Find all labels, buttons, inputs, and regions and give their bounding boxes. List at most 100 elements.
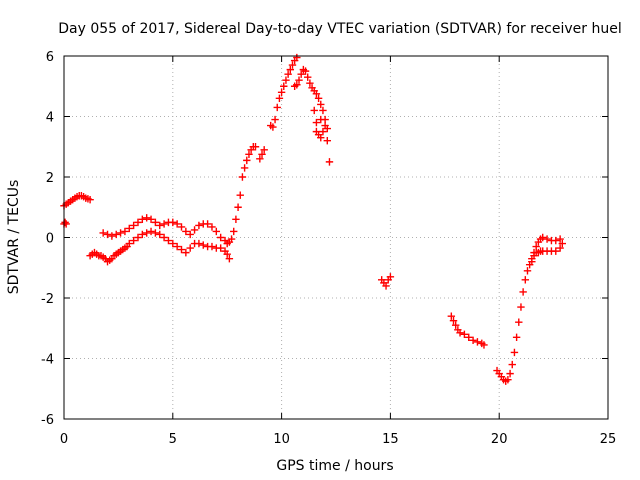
- y-tick-label: 0: [46, 232, 54, 247]
- grid-lines: [64, 56, 608, 419]
- data-point: [552, 247, 560, 255]
- data-point: [293, 81, 301, 89]
- data-point: [156, 221, 164, 230]
- y-tick-label: -2: [41, 292, 54, 307]
- data-point: [317, 115, 325, 124]
- data-point: [460, 330, 469, 338]
- data-point: [317, 133, 325, 142]
- data-point: [530, 248, 538, 257]
- x-tick-label: 5: [169, 432, 177, 447]
- data-point: [256, 155, 264, 163]
- data-point: [186, 230, 194, 239]
- data-point: [190, 226, 199, 234]
- data-point: [552, 236, 560, 245]
- data-point: [134, 218, 142, 227]
- x-tick-label: 0: [60, 432, 68, 447]
- data-point: [116, 229, 125, 237]
- data-point: [108, 232, 116, 240]
- data-point: [138, 215, 147, 224]
- data-point: [134, 233, 142, 242]
- data-point: [177, 245, 186, 254]
- data-point: [129, 221, 138, 230]
- data-point: [129, 236, 138, 245]
- data-point: [519, 288, 527, 296]
- data-point: [269, 123, 277, 131]
- data-point: [138, 230, 147, 239]
- data-point: [280, 82, 288, 90]
- data-point: [121, 227, 129, 236]
- y-axis-label: SDTVAR / TECUs: [6, 180, 22, 295]
- data-point: [449, 316, 458, 325]
- data-point: [282, 76, 290, 84]
- data-point: [304, 73, 312, 81]
- data-point: [169, 218, 177, 227]
- data-point: [164, 236, 173, 245]
- data-point: [173, 242, 181, 251]
- data-point: [86, 195, 94, 204]
- data-point: [103, 230, 112, 239]
- data-point: [182, 227, 190, 236]
- x-tick-label: 25: [600, 432, 617, 447]
- x-tick-label: 20: [491, 432, 508, 447]
- data-point: [142, 214, 151, 222]
- data-point: [147, 215, 155, 224]
- data-point: [99, 229, 107, 237]
- data-point: [216, 233, 225, 242]
- data-point: [271, 115, 279, 124]
- data-point: [532, 242, 540, 251]
- data-point: [236, 191, 244, 199]
- data-point: [173, 220, 181, 228]
- data-point: [325, 158, 334, 166]
- data-point: [243, 156, 251, 165]
- data-point: [177, 223, 186, 231]
- plot-frame: [63, 55, 609, 420]
- data-point: [473, 338, 482, 346]
- data-point: [258, 150, 266, 159]
- data-point: [312, 118, 321, 127]
- data-point: [199, 241, 207, 249]
- data-point: [240, 164, 249, 172]
- data-point: [203, 220, 212, 228]
- data-point: [310, 106, 318, 115]
- data-point: [508, 360, 516, 369]
- data-point: [284, 70, 292, 78]
- data-point: [208, 242, 216, 251]
- data-point: [160, 220, 168, 228]
- data-point: [319, 127, 327, 136]
- data-point: [151, 218, 160, 227]
- data-points: [60, 53, 567, 385]
- data-point: [456, 329, 464, 337]
- data-point: [317, 100, 325, 109]
- data-point: [147, 227, 155, 236]
- data-point: [512, 333, 521, 342]
- data-point: [504, 375, 512, 384]
- data-point: [301, 67, 310, 75]
- data-point: [469, 336, 477, 345]
- data-point: [558, 239, 567, 248]
- data-point: [288, 61, 297, 69]
- data-point: [216, 244, 225, 252]
- data-point: [319, 106, 327, 115]
- x-axis-label: GPS time / hours: [276, 458, 393, 474]
- data-point: [286, 65, 295, 74]
- data-point: [186, 244, 194, 252]
- data-point: [230, 227, 238, 236]
- data-point: [465, 333, 473, 342]
- data-point: [447, 312, 456, 320]
- data-point: [312, 127, 321, 136]
- y-tick-label: -6: [41, 413, 54, 428]
- data-point: [480, 341, 488, 349]
- data-point: [297, 70, 305, 78]
- data-point: [245, 150, 253, 159]
- data-point: [182, 248, 190, 257]
- x-tick-label: 15: [382, 432, 399, 447]
- data-point: [234, 203, 242, 211]
- data-point: [160, 233, 168, 242]
- y-tick-label: -4: [41, 353, 54, 368]
- data-point: [556, 244, 564, 252]
- data-point: [195, 221, 203, 230]
- data-point: [238, 173, 247, 181]
- data-point: [515, 318, 523, 326]
- data-point: [227, 235, 236, 243]
